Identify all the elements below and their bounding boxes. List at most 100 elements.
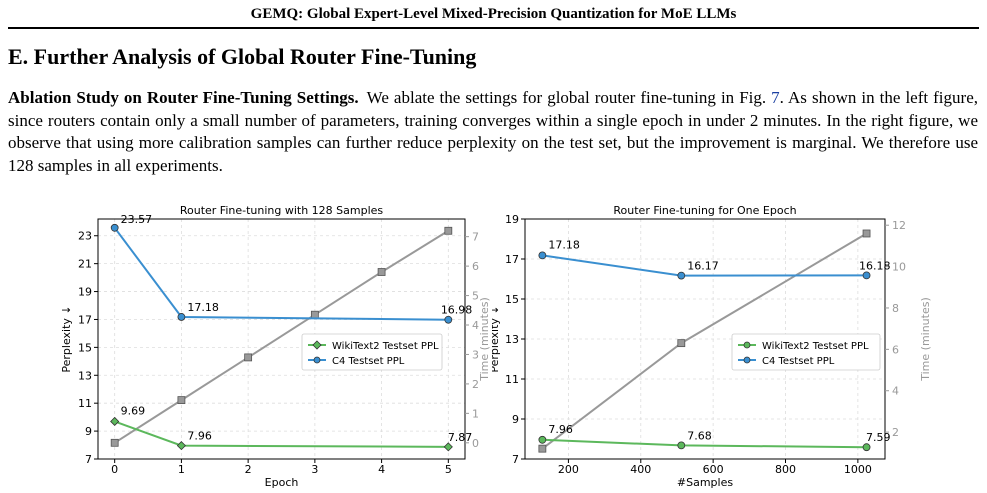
y2-tick-label: 4 xyxy=(472,319,479,332)
series-line xyxy=(113,227,449,321)
data-label: 17.18 xyxy=(187,301,219,314)
data-label: 16.98 xyxy=(441,304,473,317)
y-tick-label: 9 xyxy=(512,413,519,426)
y-tick-label: 13 xyxy=(505,333,519,346)
legend-swatch-marker xyxy=(312,340,322,350)
time-series-point xyxy=(377,268,386,276)
legend-swatch-marker xyxy=(743,356,751,364)
x-tick-label: 400 xyxy=(630,463,651,476)
legend-label: WikiText2 Testset PPL xyxy=(762,341,869,352)
y2-tick-label: 3 xyxy=(472,348,479,361)
time-series-point xyxy=(862,229,871,238)
x-tick-label: 2 xyxy=(245,463,252,476)
data-label: 17.18 xyxy=(548,238,580,251)
time-series-point xyxy=(177,396,186,405)
y2-tick-label: 4 xyxy=(892,385,899,398)
x-tick-label: 600 xyxy=(703,463,724,476)
series-point xyxy=(677,271,686,280)
series-point xyxy=(110,416,120,427)
y2-tick-label: 1 xyxy=(472,407,479,420)
y-tick-label: 21 xyxy=(78,258,92,271)
legend-box xyxy=(731,333,881,371)
series-point xyxy=(862,271,871,280)
y-tick-label: 13 xyxy=(78,369,92,382)
y2-tick-label: 0 xyxy=(472,437,479,450)
legend-box xyxy=(301,333,443,371)
series-point xyxy=(862,443,871,452)
y-tick-label: 19 xyxy=(505,213,519,226)
y-tick-label: 23 xyxy=(78,230,92,243)
time-series-line xyxy=(114,229,449,444)
legend-swatch-marker xyxy=(743,341,751,349)
paragraph: Ablation Study on Router Fine-Tuning Set… xyxy=(8,87,978,177)
y2-tick-label: 10 xyxy=(892,261,906,274)
time-series-point xyxy=(677,339,686,348)
y-tick-label: 9 xyxy=(85,425,92,438)
data-label: 9.69 xyxy=(121,404,146,417)
y-tick-label: 11 xyxy=(78,397,92,410)
x-tick-label: 3 xyxy=(311,463,318,476)
data-label: 16.18 xyxy=(859,259,891,272)
y-tick-label: 15 xyxy=(78,341,92,354)
series-point xyxy=(444,315,453,324)
y2-tick-label: 12 xyxy=(892,219,906,232)
time-series-point xyxy=(110,438,119,447)
paragraph-text-1: We ablate the settings for global router… xyxy=(366,88,772,107)
data-label: 16.17 xyxy=(687,260,719,273)
chart-title: Router Fine-tuning with 128 Samples xyxy=(180,204,384,217)
y2-tick-label: 2 xyxy=(892,426,899,439)
time-series-point xyxy=(244,353,253,362)
legend-label: C4 Testset PPL xyxy=(332,356,405,367)
data-label: 7.96 xyxy=(548,423,573,436)
chart-title: Router Fine-tuning for One Epoch xyxy=(613,204,796,217)
series-point xyxy=(177,313,186,321)
y-axis-label: Perplexity ↓ xyxy=(60,305,73,372)
chart-right: Router Fine-tuning for One Epoch 200 400 60… xyxy=(492,204,932,489)
series-point xyxy=(538,435,547,444)
series-point xyxy=(443,442,453,452)
header-rule xyxy=(8,27,979,29)
x-tick-label: 800 xyxy=(775,463,796,476)
y2-axis-label: Time (minutes) xyxy=(919,297,932,382)
paragraph-lead: Ablation Study on Router Fine-Tuning Set… xyxy=(8,88,359,107)
legend-label: C4 Testset PPL xyxy=(762,356,835,367)
data-label: 7.59 xyxy=(866,431,891,444)
series-point xyxy=(677,441,686,450)
time-series-point xyxy=(310,310,319,319)
x-tick-label: 200 xyxy=(558,463,579,476)
time-series-point xyxy=(538,444,547,453)
section-title: E. Further Analysis of Global Router Fin… xyxy=(8,44,477,69)
series-point xyxy=(176,441,186,451)
y2-tick-label: 6 xyxy=(892,343,899,356)
x-tick-label: 1 xyxy=(178,463,185,476)
y2-axis-label: Time (minutes) xyxy=(478,297,491,382)
y2-tick-label: 2 xyxy=(472,378,479,391)
figure-reference-link[interactable]: 7 xyxy=(771,88,780,107)
y2-tick-label: 5 xyxy=(472,290,479,303)
y-axis-label: Perplexity ↓ xyxy=(492,305,501,372)
y-tick-label: 7 xyxy=(85,453,92,466)
y2-tick-label: 6 xyxy=(472,260,479,273)
y2-tick-label: 8 xyxy=(892,302,899,315)
y-tick-label: 17 xyxy=(505,253,519,266)
data-label: 7.96 xyxy=(187,430,212,443)
data-label: 7.87 xyxy=(448,431,473,444)
legend-swatch-marker xyxy=(313,356,321,364)
x-tick-label: 5 xyxy=(445,463,452,476)
y-tick-label: 19 xyxy=(78,286,92,299)
legend-label: WikiText2 Testset PPL xyxy=(332,341,439,352)
running-header: GEMQ: Global Expert-Level Mixed-Precisio… xyxy=(250,6,737,22)
series-line xyxy=(114,420,449,448)
x-tick-label: 1000 xyxy=(844,463,872,476)
y-tick-label: 15 xyxy=(505,293,519,306)
paragraph-text-2: . As shown in the left figure, since rou… xyxy=(8,88,978,175)
x-tick-label: 0 xyxy=(111,463,118,476)
y-tick-label: 11 xyxy=(505,373,519,386)
x-axis-label: #Samples xyxy=(677,476,733,489)
x-axis-label: Epoch xyxy=(265,476,299,489)
y2-tick-label: 7 xyxy=(472,231,479,244)
time-series-point xyxy=(444,226,453,235)
series-point xyxy=(110,223,119,232)
y-tick-label: 17 xyxy=(78,313,92,326)
